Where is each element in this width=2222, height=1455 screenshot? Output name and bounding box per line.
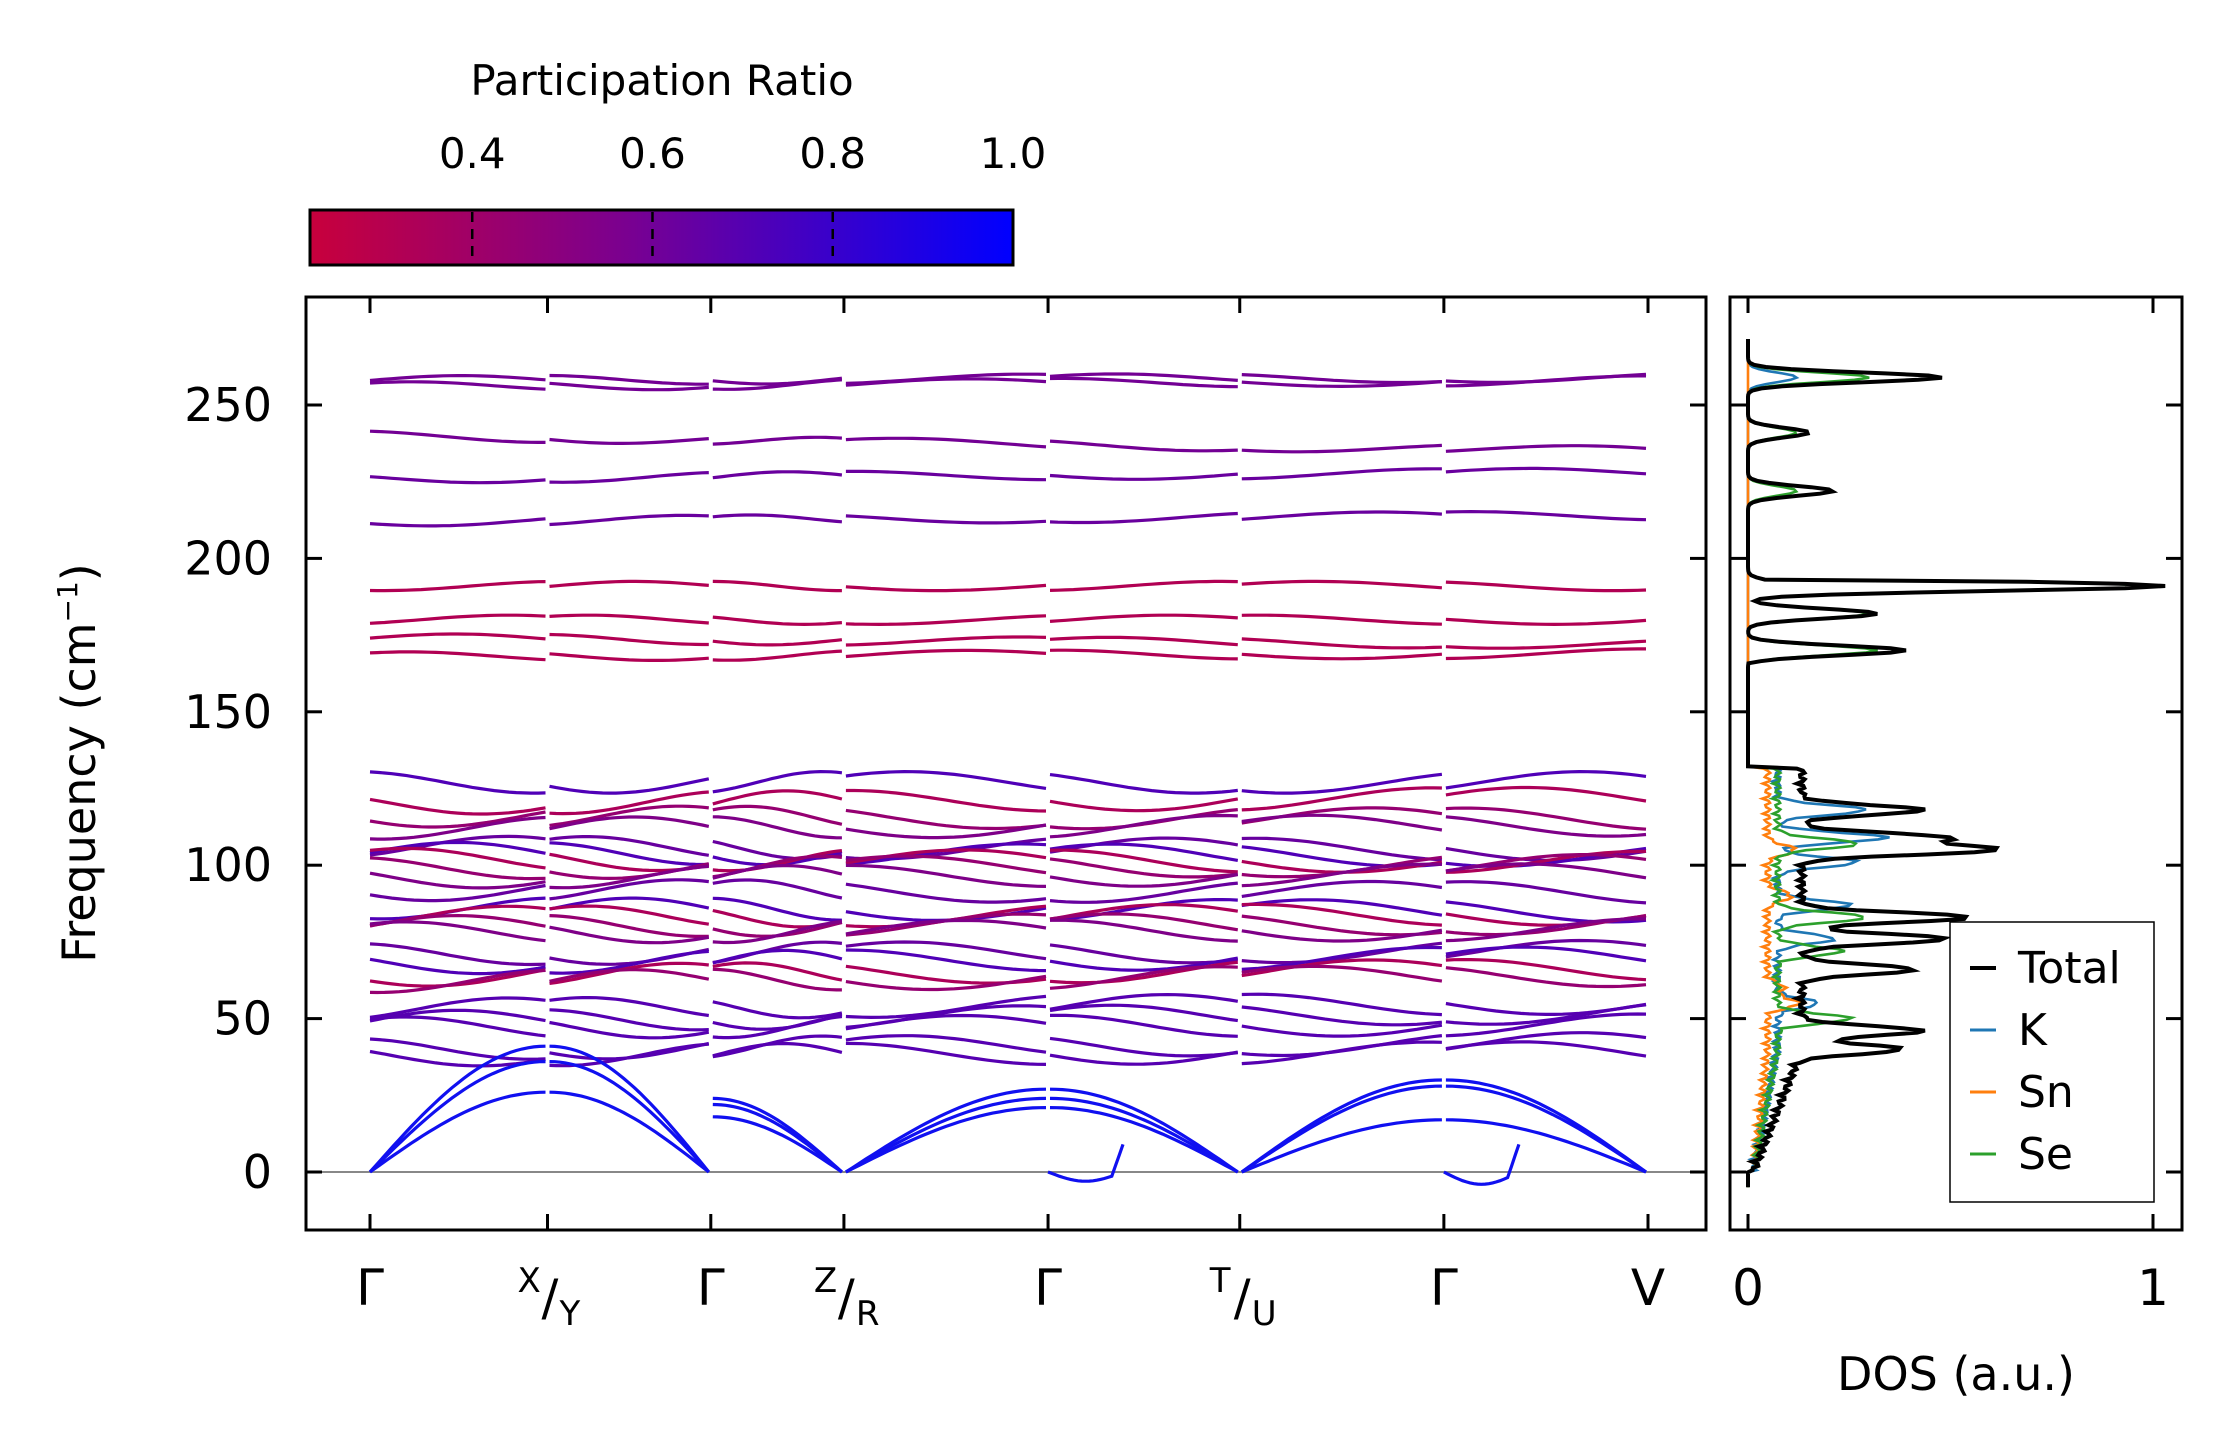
band-y-tick-label: 250	[184, 378, 272, 432]
optical-band	[369, 853, 1647, 881]
colorbar-tick-label: 1.0	[980, 129, 1047, 178]
dos-plot-frame	[1728, 295, 2184, 1232]
band-k-label: Γ	[697, 1259, 725, 1317]
dos-series-total	[1746, 339, 2166, 1188]
optical-band	[369, 917, 1647, 945]
optical-band	[369, 509, 1647, 528]
band-k-label-slash: /	[542, 1269, 559, 1327]
optical-band	[369, 964, 1647, 995]
dos-x-tick-label: 0	[1732, 1259, 1764, 1317]
band-y-ticks: 0 50 100 150 200 250	[184, 378, 1706, 1199]
legend-label: Se	[2018, 1129, 2073, 1180]
band-y-tick-label: 200	[184, 531, 272, 585]
colorbar-tick-label: 0.8	[799, 129, 866, 178]
band-k-label-sub: R	[856, 1294, 880, 1334]
band-k-ticks: Γ X / Y Γ Z / R Γ T / U Γ V	[356, 297, 1665, 1334]
acoustic-band	[368, 1044, 1647, 1174]
optical-band	[369, 769, 1647, 795]
colorbar-gradient	[308, 208, 1015, 267]
band-k-label-sup: T	[1209, 1261, 1231, 1301]
optical-band	[369, 1012, 1647, 1040]
colorbar-tick-label: 0.4	[439, 129, 506, 178]
optical-band	[369, 613, 1647, 627]
band-k-label-sup: X	[518, 1261, 541, 1301]
optical-band	[369, 840, 1647, 869]
negative-dip	[1443, 1143, 1521, 1186]
negative-dip	[1047, 1143, 1125, 1183]
optical-band	[369, 647, 1646, 662]
legend-label: Total	[2017, 943, 2121, 994]
band-k-label-slash: /	[838, 1269, 855, 1327]
band-k-label-sup: Z	[814, 1261, 837, 1301]
optical-band	[369, 862, 1647, 890]
acoustic-band	[369, 1090, 1647, 1174]
band-plot-frame	[304, 295, 1708, 1232]
band-lines	[306, 372, 1706, 1186]
dos-legend: Total K Sn Se	[1949, 921, 2155, 1203]
colorbar: Participation Ratio 0.4 0.6 0.8 1.0	[308, 56, 1047, 267]
band-k-label-sub: U	[1252, 1294, 1277, 1334]
band-k-label-sub: Y	[559, 1294, 581, 1334]
band-k-label: Γ	[1034, 1259, 1062, 1317]
optical-band	[369, 466, 1647, 485]
optical-band	[369, 912, 1647, 938]
band-y-label: Frequency (cm−1)	[51, 563, 106, 963]
band-k-label-slash: /	[1234, 1269, 1251, 1327]
dos-x-tick-label: 1	[2137, 1259, 2169, 1317]
optical-band	[369, 945, 1647, 976]
band-y-tick-label: 0	[243, 1145, 272, 1199]
band-y-tick-label: 100	[184, 838, 272, 892]
optical-band	[369, 579, 1647, 593]
band-k-label: Γ	[1430, 1259, 1458, 1317]
legend-label: Sn	[2018, 1067, 2074, 1118]
optical-band	[369, 372, 1647, 386]
legend-label: K	[2018, 1005, 2048, 1056]
optical-band	[369, 1040, 1647, 1068]
optical-band	[369, 785, 1647, 816]
band-y-tick-label: 150	[184, 685, 272, 739]
optical-band	[369, 1003, 1647, 1032]
band-y-tick-label: 50	[213, 992, 272, 1046]
band-k-label: Γ	[356, 1259, 384, 1317]
optical-band	[369, 374, 1646, 392]
colorbar-tick-label: 0.6	[619, 129, 686, 178]
dos-lines	[1746, 339, 2166, 1188]
acoustic-band	[368, 1060, 1647, 1174]
optical-band	[369, 834, 1647, 863]
band-k-label: V	[1631, 1259, 1665, 1317]
optical-band	[369, 429, 1647, 454]
colorbar-title: Participation Ratio	[470, 56, 853, 105]
colorbar-ticks: 0.4 0.6 0.8 1.0	[439, 129, 1047, 263]
optical-band	[369, 632, 1647, 650]
optical-band	[369, 813, 1647, 841]
optical-band	[369, 878, 1647, 905]
dos-x-label: DOS (a.u.)	[1837, 1347, 2075, 1401]
